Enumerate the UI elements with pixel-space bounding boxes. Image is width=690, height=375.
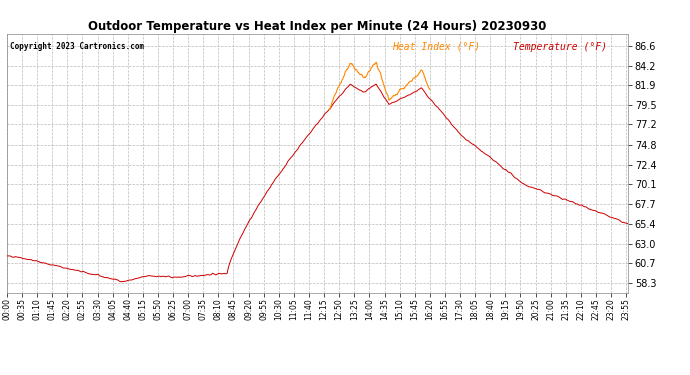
Text: Heat Index (°F): Heat Index (°F)	[392, 42, 480, 51]
Text: Copyright 2023 Cartronics.com: Copyright 2023 Cartronics.com	[10, 42, 144, 51]
Text: Temperature (°F): Temperature (°F)	[513, 42, 607, 51]
Title: Outdoor Temperature vs Heat Index per Minute (24 Hours) 20230930: Outdoor Temperature vs Heat Index per Mi…	[88, 20, 546, 33]
